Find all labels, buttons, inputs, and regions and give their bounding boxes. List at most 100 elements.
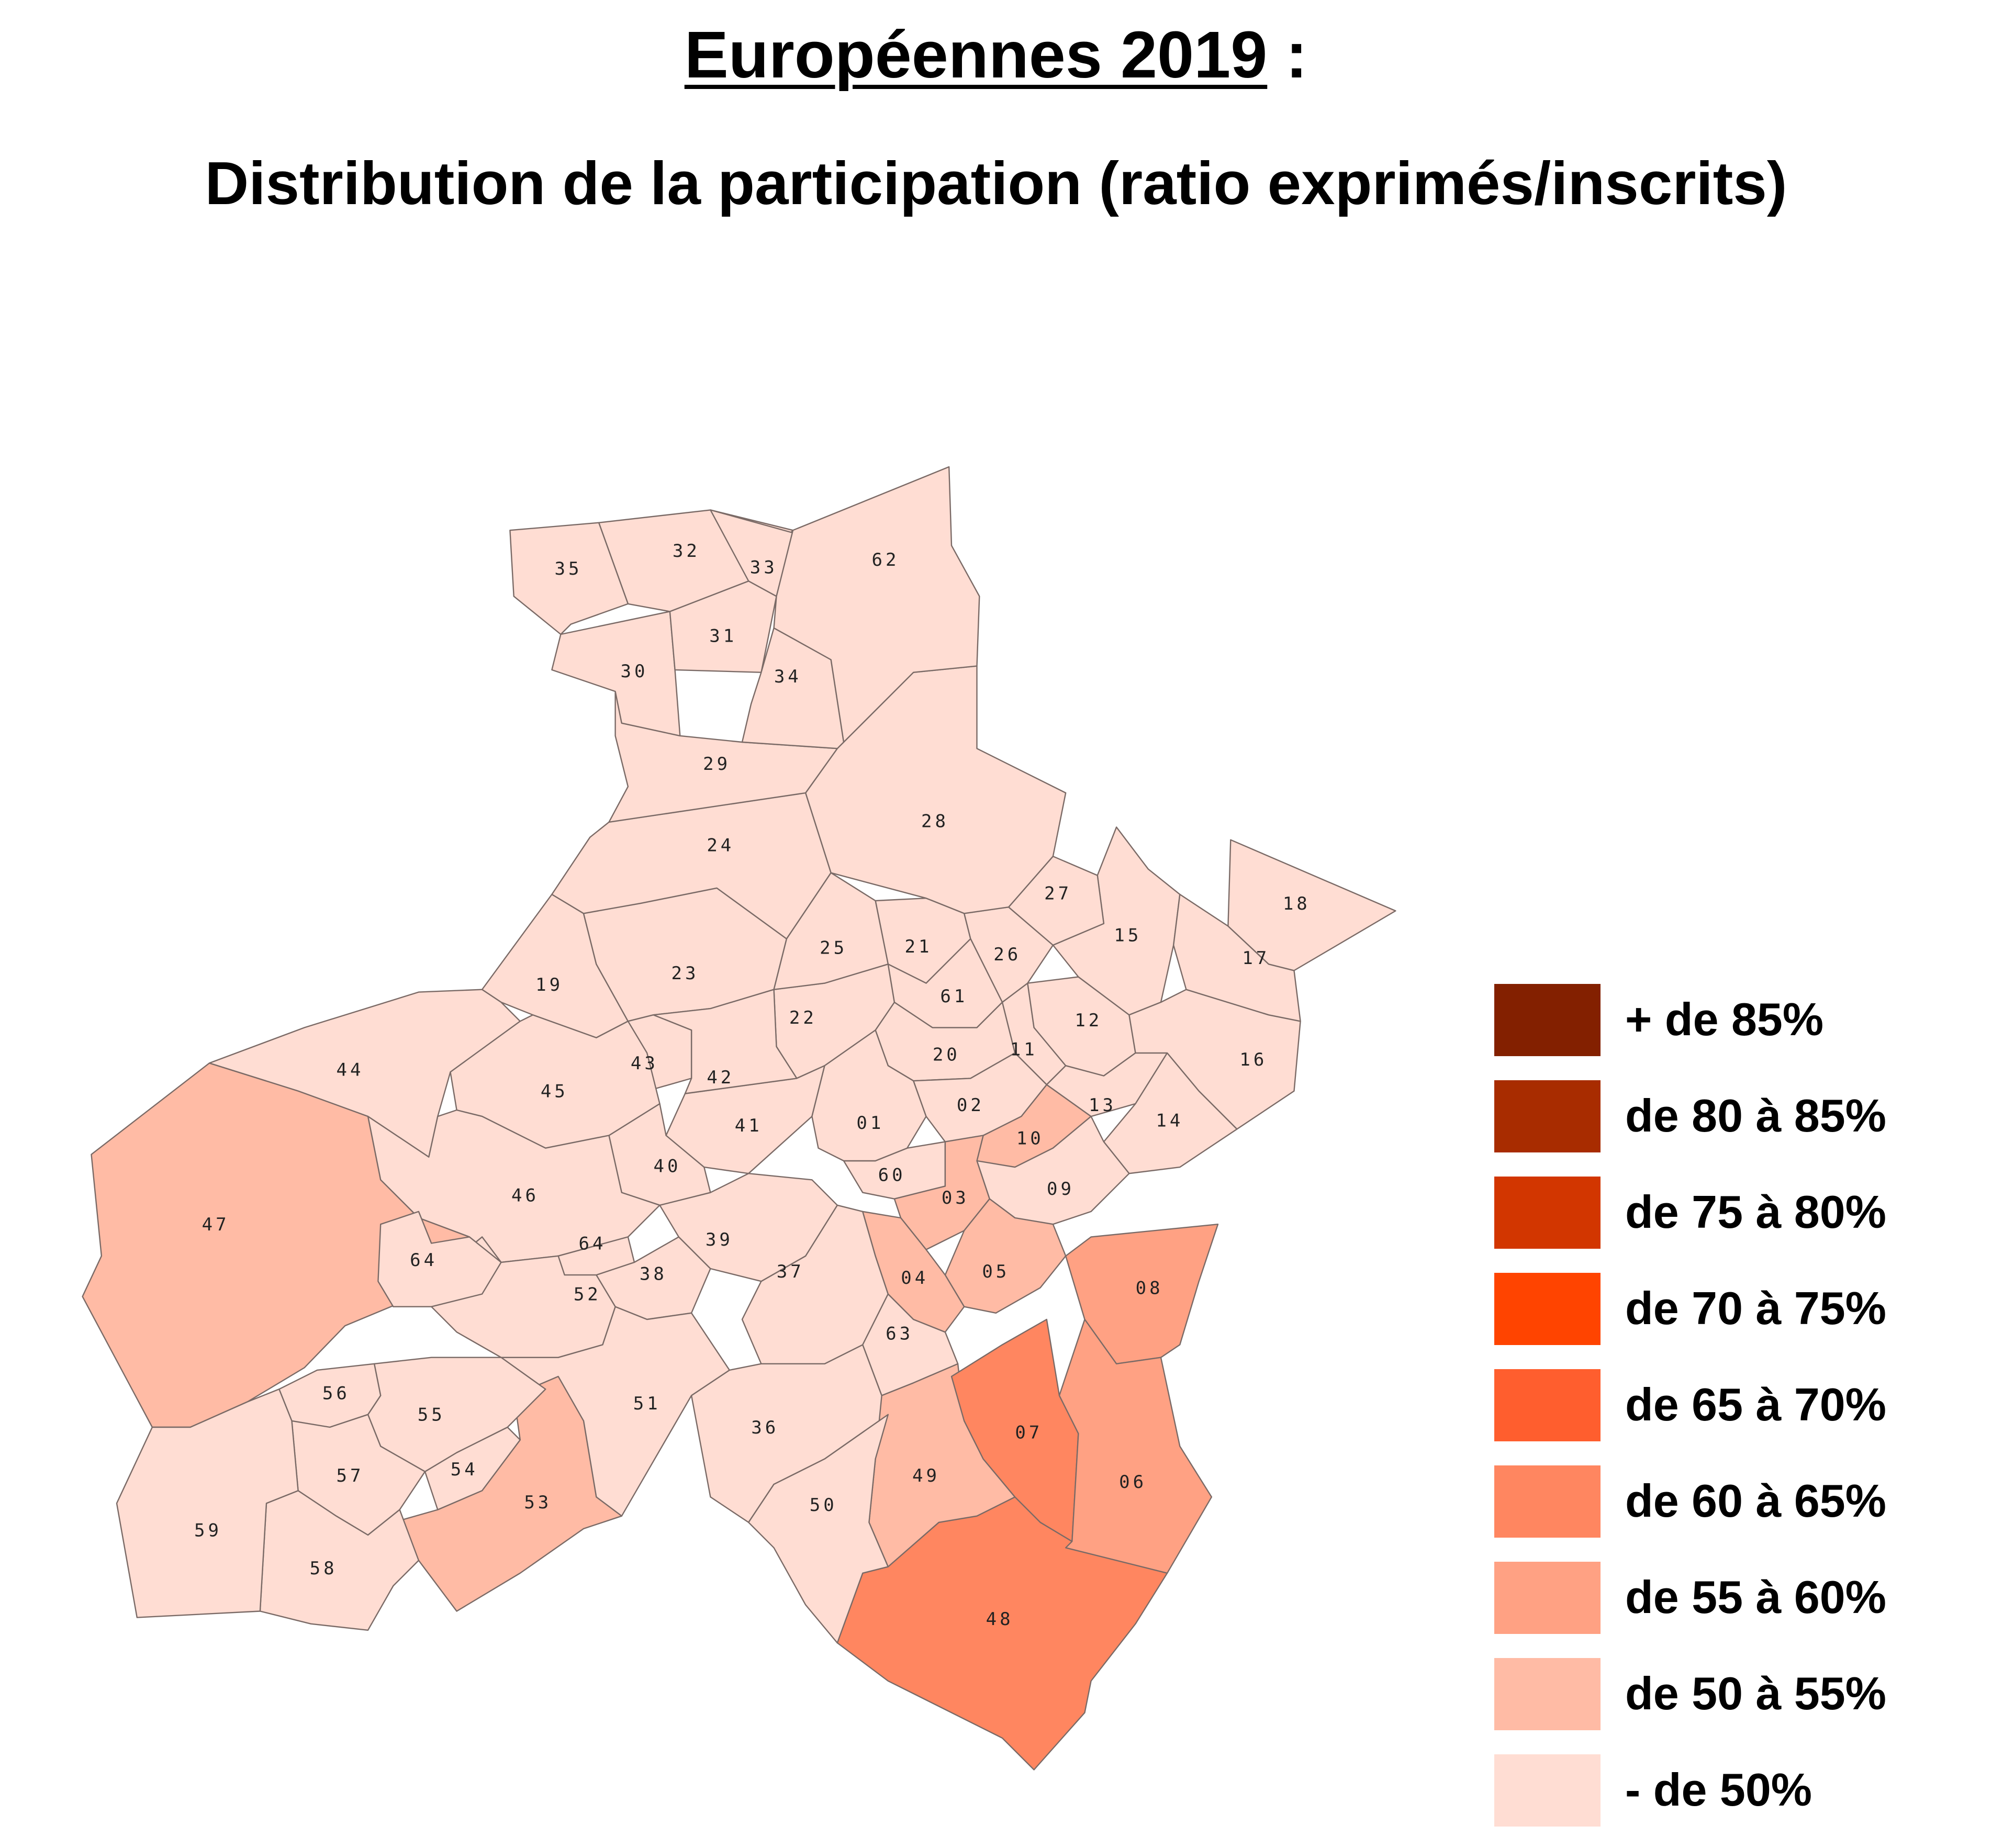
map-title-main: Européennes 2019 — [684, 18, 1268, 92]
region-label-27: 27 — [1044, 883, 1072, 904]
map-region-58 — [259, 1489, 420, 1631]
region-label-33: 33 — [750, 557, 778, 578]
legend-item: de 80 à 85% — [1494, 1080, 1986, 1153]
legend-item: - de 50% — [1494, 1754, 1986, 1828]
region-label-16: 16 — [1239, 1049, 1267, 1070]
region-label-64: 64 — [579, 1233, 607, 1254]
region-label-29: 29 — [703, 754, 731, 775]
region-label-08: 08 — [1136, 1278, 1163, 1298]
map-region-41 — [665, 1065, 825, 1174]
region-label-06: 06 — [1119, 1472, 1147, 1493]
region-label-12: 12 — [1075, 1010, 1102, 1031]
map-region-02 — [913, 1052, 1048, 1143]
legend-swatch — [1494, 984, 1601, 1056]
legend-swatch — [1494, 1177, 1601, 1249]
region-label-15: 15 — [1114, 925, 1142, 946]
legend-item: de 70 à 75% — [1494, 1273, 1986, 1346]
region-label-57: 57 — [337, 1465, 364, 1486]
region-label-41: 41 — [735, 1115, 763, 1136]
region-label-63: 63 — [886, 1324, 913, 1345]
region-label-35: 35 — [555, 558, 583, 579]
region-label-40: 40 — [654, 1156, 681, 1177]
map-title: Européennes 2019 : — [0, 16, 1992, 94]
map-region-50 — [747, 1414, 889, 1644]
map-region-33 — [710, 509, 794, 597]
map-region-59 — [116, 1388, 299, 1618]
map-region-04 — [862, 1211, 965, 1333]
region-label-53: 53 — [524, 1492, 552, 1513]
region-label-34: 34 — [774, 666, 802, 687]
region-label-39: 39 — [706, 1229, 733, 1250]
region-label-09: 09 — [1047, 1179, 1075, 1200]
region-label-56: 56 — [322, 1383, 350, 1404]
map-region-18 — [1227, 839, 1396, 971]
legend-label: de 65 à 70% — [1625, 1379, 1886, 1430]
legend-swatch — [1494, 1369, 1601, 1441]
legend-item: de 60 à 65% — [1494, 1465, 1986, 1539]
map-region-39 — [659, 1172, 838, 1282]
region-label-36: 36 — [751, 1417, 779, 1438]
region-label-13: 13 — [1089, 1095, 1116, 1116]
region-label-50: 50 — [810, 1495, 837, 1516]
map-region-61 — [887, 938, 1003, 1028]
region-label-58: 58 — [310, 1558, 338, 1579]
region-label-31: 31 — [709, 625, 737, 646]
legend-label: - de 50% — [1625, 1764, 1812, 1816]
region-label-22: 22 — [789, 1007, 817, 1028]
region-label-49: 49 — [912, 1465, 940, 1486]
region-label-59: 59 — [194, 1520, 222, 1541]
map-title-suffix: : — [1267, 18, 1308, 92]
map-region-35 — [509, 522, 629, 635]
legend-swatch — [1494, 1465, 1601, 1538]
region-label-25: 25 — [820, 938, 847, 959]
map-region-06 — [1058, 1318, 1213, 1574]
region-label-55: 55 — [418, 1405, 445, 1426]
legend-item: de 50 à 55% — [1494, 1658, 1986, 1731]
region-label-11: 11 — [1010, 1039, 1038, 1060]
region-label-44: 44 — [337, 1059, 364, 1080]
region-label-23: 23 — [672, 963, 699, 984]
region-label-05: 05 — [982, 1261, 1010, 1282]
region-label-01: 01 — [856, 1113, 884, 1134]
region-label-14: 14 — [1156, 1110, 1183, 1131]
title-block: Européennes 2019 : Distribution de la pa… — [0, 16, 1992, 222]
region-label-48: 48 — [986, 1609, 1014, 1630]
legend-label: + de 85% — [1625, 993, 1824, 1045]
region-label-02: 02 — [957, 1095, 984, 1116]
region-label-10: 10 — [1016, 1128, 1044, 1149]
region-label-52: 52 — [574, 1284, 601, 1305]
region-label-17: 17 — [1242, 948, 1270, 969]
region-label-38: 38 — [640, 1264, 667, 1285]
region-label-07: 07 — [1015, 1423, 1043, 1443]
legend-label: de 75 à 80% — [1625, 1186, 1886, 1238]
legend-swatch — [1494, 1754, 1601, 1827]
region-label-45: 45 — [541, 1081, 568, 1102]
legend-label: de 80 à 85% — [1625, 1090, 1886, 1141]
region-label-21: 21 — [905, 936, 933, 957]
region-label-51: 51 — [633, 1393, 661, 1414]
region-label-26: 26 — [993, 944, 1021, 965]
map-regions — [82, 466, 1396, 1771]
region-label-46: 46 — [511, 1185, 539, 1206]
region-label-24: 24 — [707, 835, 734, 856]
region-label-18: 18 — [1283, 893, 1311, 914]
region-label-28: 28 — [921, 811, 949, 832]
region-label-43: 43 — [631, 1053, 658, 1074]
region-label-61: 61 — [940, 986, 968, 1007]
region-label-32: 32 — [673, 541, 700, 562]
map-region-64 — [377, 1211, 502, 1307]
region-label-64: 64 — [410, 1250, 438, 1271]
legend-swatch — [1494, 1562, 1601, 1634]
region-label-42: 42 — [707, 1067, 734, 1088]
region-label-54: 54 — [451, 1459, 478, 1480]
legend-item: + de 85% — [1494, 984, 1986, 1057]
legend-label: de 70 à 75% — [1625, 1282, 1886, 1334]
legend-item: de 75 à 80% — [1494, 1177, 1986, 1250]
region-label-62: 62 — [872, 550, 900, 570]
legend-item: de 65 à 70% — [1494, 1369, 1986, 1442]
region-label-47: 47 — [202, 1214, 230, 1235]
legend-label: de 60 à 65% — [1625, 1475, 1886, 1527]
region-label-20: 20 — [933, 1044, 960, 1065]
legend-label: de 50 à 55% — [1625, 1667, 1886, 1719]
